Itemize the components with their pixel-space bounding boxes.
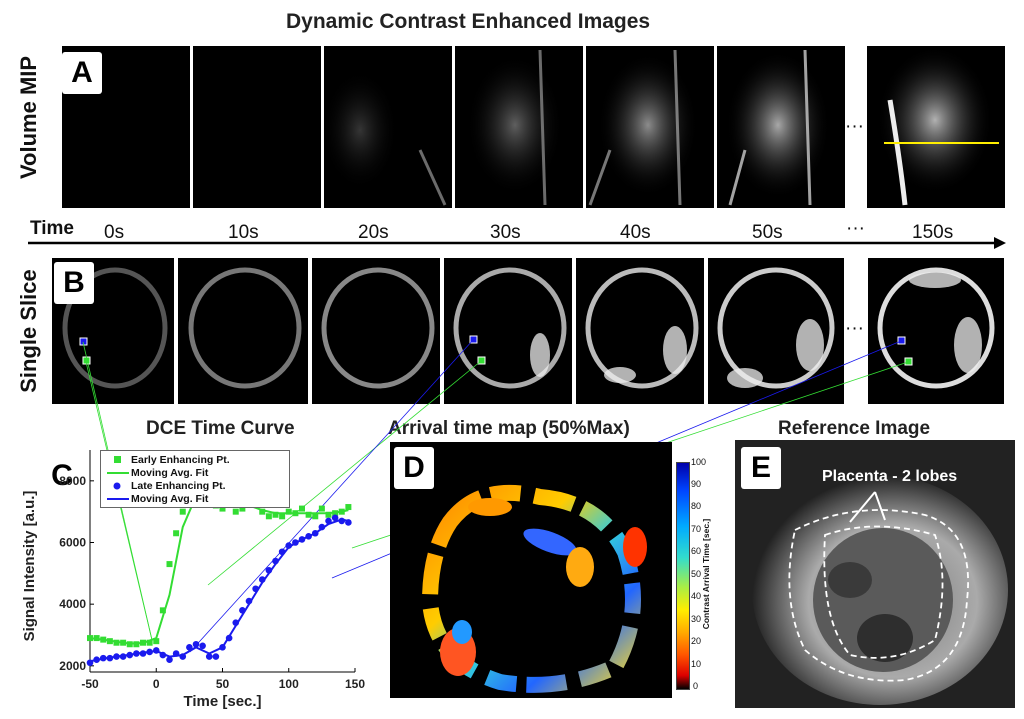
data-point xyxy=(87,635,93,642)
time-label: 10s xyxy=(228,222,259,243)
early-roi-marker xyxy=(904,357,913,366)
late-roi-marker xyxy=(897,336,906,345)
panel-label-a: A xyxy=(62,52,102,94)
legend-label: Moving Avg. Fit xyxy=(131,492,209,505)
colorbar-tick: 10 xyxy=(691,659,702,669)
slice-frame xyxy=(576,258,704,404)
ellipsis-timeline: ··· xyxy=(846,218,865,239)
data-point xyxy=(166,561,173,568)
reference-overlay xyxy=(752,475,1008,705)
colorbar-tick: 0 xyxy=(693,681,699,691)
colorbar-tick: 50 xyxy=(691,569,702,579)
data-point xyxy=(272,511,279,518)
data-point xyxy=(299,505,305,512)
curve-title: DCE Time Curve xyxy=(146,418,295,439)
colorbar-tick: 90 xyxy=(691,479,702,489)
x-tick-label: 50 xyxy=(216,677,230,691)
arrival-map-overlay xyxy=(421,484,647,693)
ellipsis-b: ··· xyxy=(845,318,864,339)
panel-label-e: E xyxy=(741,447,781,489)
data-point xyxy=(312,513,319,520)
data-point xyxy=(232,508,239,515)
time-label: 50s xyxy=(752,222,783,243)
legend-entry: Late Enhancing Pt. xyxy=(105,479,285,492)
x-tick-label: 150 xyxy=(345,677,365,691)
data-point xyxy=(179,508,186,515)
series-line xyxy=(89,518,349,663)
legend-entry: Early Enhancing Pt. xyxy=(105,453,285,466)
data-point xyxy=(325,511,332,518)
legend-label: Moving Avg. Fit xyxy=(131,466,209,479)
x-axis-label: Time [sec.] xyxy=(183,693,261,710)
panel-label-b: B xyxy=(54,262,94,304)
data-point xyxy=(173,530,180,537)
data-point xyxy=(186,644,193,651)
placenta-annotation: Placenta - 2 lobes xyxy=(822,468,958,485)
mip-frame xyxy=(193,46,321,208)
slice-frame xyxy=(178,258,308,404)
timeline-label: Time xyxy=(30,218,75,239)
x-tick-label: -50 xyxy=(81,677,99,691)
late-roi-marker xyxy=(469,335,478,344)
data-point xyxy=(265,513,272,520)
y-tick-label: 4000 xyxy=(59,597,86,611)
legend-entry: Moving Avg. Fit xyxy=(105,466,285,479)
colorbar-tick: 80 xyxy=(691,501,702,511)
time-label: 20s xyxy=(358,222,389,243)
chart-legend: Early Enhancing Pt. Moving Avg. Fit Late… xyxy=(100,450,290,508)
reference-title: Reference Image xyxy=(778,418,931,439)
dce-time-curve-chart: -50 0 50 100 150 2000 4000 6000 8000 Time [sec.] S… xyxy=(21,450,365,710)
time-label: 150s xyxy=(912,222,954,243)
y-tick-label: 6000 xyxy=(59,536,86,550)
data-point xyxy=(345,504,352,511)
y-tick-label: 2000 xyxy=(59,659,86,673)
x-tick-label: 0 xyxy=(153,677,160,691)
x-tick-label: 100 xyxy=(279,677,299,691)
legend-entry: Moving Avg. Fit xyxy=(105,492,285,505)
data-point xyxy=(166,656,173,663)
data-point xyxy=(285,508,292,515)
arrival-title: Arrival time map (50%Max) xyxy=(388,418,630,439)
timeline-arrow xyxy=(28,237,1006,249)
colorbar-tick: 60 xyxy=(691,546,702,556)
early-roi-marker xyxy=(477,356,486,365)
colorbar xyxy=(676,462,690,690)
panel-label-c: C xyxy=(42,455,82,497)
colorbar-label: Contrast Arrival Time [sec.] xyxy=(701,518,711,630)
colorbar-tick: 70 xyxy=(691,524,702,534)
data-point xyxy=(192,640,200,648)
legend-label: Late Enhancing Pt. xyxy=(131,479,226,492)
time-label: 0s xyxy=(104,222,125,243)
colorbar-tick: 20 xyxy=(691,636,702,646)
data-point xyxy=(212,653,220,660)
data-point xyxy=(153,638,160,645)
data-point xyxy=(199,642,206,650)
series-line xyxy=(89,495,349,645)
data-point xyxy=(279,513,286,520)
panel-label-d: D xyxy=(394,447,434,489)
ellipsis-a: ··· xyxy=(845,116,864,137)
colorbar-tick: 30 xyxy=(691,614,702,624)
y-tick-label: 8000 xyxy=(59,474,86,488)
colorbar-tick: 40 xyxy=(691,591,702,601)
data-point xyxy=(259,508,266,515)
time-label: 30s xyxy=(490,222,521,243)
data-point xyxy=(239,505,246,512)
data-point xyxy=(205,653,213,660)
slice-frame xyxy=(312,258,440,404)
legend-label: Early Enhancing Pt. xyxy=(131,453,230,466)
y-axis-label: Signal Intensity [a.u.] xyxy=(21,491,38,642)
time-label: 40s xyxy=(620,222,651,243)
data-point xyxy=(331,514,339,522)
top-title: Dynamic Contrast Enhanced Images xyxy=(286,10,651,33)
data-point xyxy=(219,505,226,512)
slice-frame xyxy=(444,258,572,404)
data-point xyxy=(318,505,325,512)
data-point xyxy=(146,639,153,646)
colorbar-tick: 100 xyxy=(691,457,707,467)
data-point xyxy=(305,511,312,518)
data-point xyxy=(159,607,166,614)
